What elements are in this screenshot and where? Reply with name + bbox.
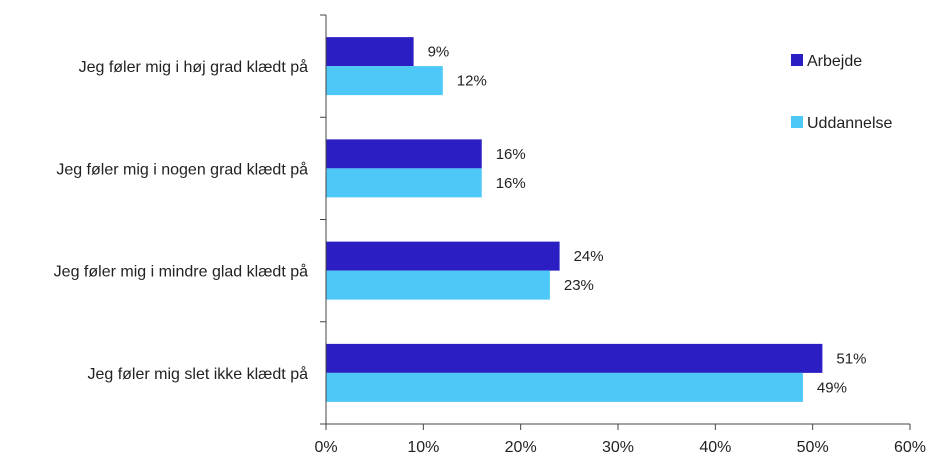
data-label-uddannelse-3: 49%: [817, 379, 847, 396]
data-label-uddannelse-0: 12%: [457, 73, 487, 90]
data-label-arbejde-0: 9%: [428, 44, 450, 61]
x-tick-label-5: 50%: [797, 439, 829, 456]
bar-arbejde-2: [326, 241, 560, 271]
x-tick-label-0: 0%: [314, 439, 337, 456]
category-label-2: Jeg føler mig i mindre glad klædt på: [54, 263, 308, 281]
category-label-0: Jeg føler mig i høj grad klædt på: [79, 58, 309, 76]
data-label-uddannelse-2: 23%: [564, 277, 594, 294]
bar-uddannelse-2: [326, 270, 550, 300]
x-tick-label-2: 20%: [505, 439, 537, 456]
legend-label-arbejde: Arbejde: [807, 53, 862, 70]
category-label-3: Jeg føler mig slet ikke klædt på: [87, 365, 308, 383]
axes-group: 0% 10% 20% 30% 40% 50% 60%: [314, 14, 926, 456]
legend: Arbejde Uddannelse: [791, 53, 893, 132]
data-label-arbejde-2: 24%: [574, 248, 604, 265]
legend-label-uddannelse: Uddannelse: [807, 115, 893, 132]
data-label-arbejde-1: 16%: [496, 146, 526, 163]
bars-group: [326, 37, 823, 402]
category-label-1: Jeg føler mig i nogen grad klædt på: [56, 160, 308, 178]
legend-swatch-arbejde: [791, 54, 803, 66]
bar-arbejde-3: [326, 343, 823, 373]
data-label-arbejde-3: 51%: [836, 350, 866, 367]
bar-arbejde-1: [326, 139, 482, 169]
bar-uddannelse-3: [326, 372, 803, 402]
x-tick-label-6: 60%: [894, 439, 926, 456]
legend-swatch-uddannelse: [791, 116, 803, 128]
bar-uddannelse-0: [326, 66, 443, 96]
x-tick-label-3: 30%: [602, 439, 634, 456]
labels-group: 9% 12% Jeg føler mig i høj grad klædt på 16…: [54, 44, 867, 397]
data-label-uddannelse-1: 16%: [496, 175, 526, 192]
x-tick-label-4: 40%: [699, 439, 731, 456]
bar-uddannelse-1: [326, 168, 482, 198]
x-tick-label-1: 10%: [407, 439, 439, 456]
bar-arbejde-0: [326, 37, 414, 67]
